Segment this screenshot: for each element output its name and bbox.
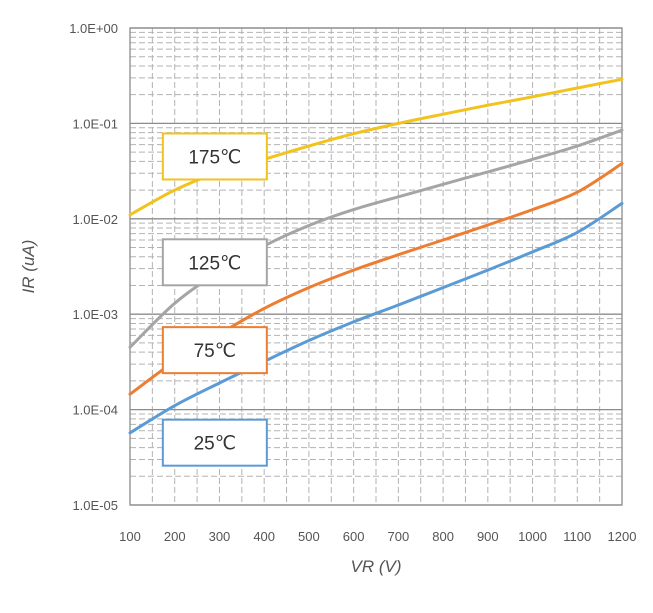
series-label-box [161,326,268,375]
x-tick-label: 800 [432,529,454,544]
x-tick-label: 500 [298,529,320,544]
series-label-text: 25℃ [194,434,236,455]
y-axis-title: IR (uA) [19,240,38,294]
x-tick-label: 600 [343,529,365,544]
series-label-text: 175℃ [188,147,241,168]
x-tick-label: 1200 [608,529,637,544]
series-line-25c [128,201,624,435]
series-labels: 175℃ 125℃ 75℃ 25℃ [161,132,268,467]
x-tick-label: 300 [209,529,231,544]
x-tick-label: 400 [253,529,275,544]
series-label-box [161,132,268,181]
x-tick-label: 1000 [518,529,547,544]
series-label-text: 75℃ [194,341,236,362]
y-tick-label: 1.0E-05 [72,498,118,513]
axes: VR (V) IR (uA) 100 200 300 400 500 600 700 800 9… [19,21,636,576]
x-axis-title: VR (V) [351,557,402,576]
y-tick-label: 1.0E+00 [69,21,118,36]
x-tick-label: 700 [388,529,410,544]
x-tick-label: 1100 [563,529,591,544]
y-tick-label: 1.0E-04 [72,403,118,418]
series-label-25c: 25℃ [161,418,268,467]
x-tick-label: 200 [164,529,186,544]
y-tick-label: 1.0E-01 [72,116,118,131]
x-tick-label: 100 [119,529,141,544]
series-label-125c: 125℃ [161,238,268,287]
series-label-75c: 75℃ [161,326,268,375]
series-label-text: 125℃ [188,253,241,274]
x-tick-label: 900 [477,529,499,544]
series-label-box [161,238,268,287]
y-tick-label: 1.0E-03 [72,307,118,322]
series-label-175c: 175℃ [161,132,268,181]
plot-frame [129,27,623,506]
series-label-box [161,418,268,467]
y-tick-label: 1.0E-02 [72,212,118,227]
